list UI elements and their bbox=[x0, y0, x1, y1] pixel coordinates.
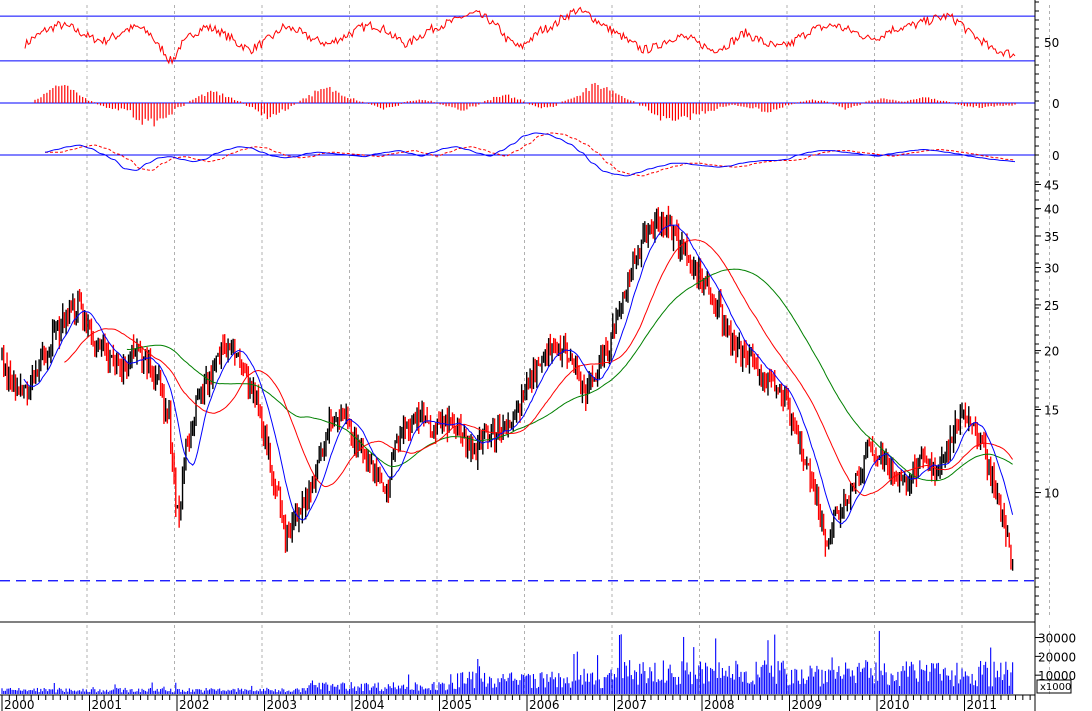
macd-histogram-panel: 0 bbox=[0, 82, 1060, 127]
price-panel: 10 15 20 25 30 35 40 45 bbox=[0, 179, 1059, 582]
histogram-tick-label: 0 bbox=[1052, 97, 1060, 111]
volume-unit-box bbox=[1036, 679, 1072, 694]
ma-long-line bbox=[126, 268, 1013, 482]
x-tick-label: 2007 bbox=[617, 698, 648, 711]
x-tick-label: 2005 bbox=[442, 698, 473, 711]
price-tick-label: 10 bbox=[1044, 487, 1059, 501]
volume-tick-label: 20000 bbox=[1038, 650, 1076, 664]
ma-short-line bbox=[23, 224, 1014, 525]
macd-tick-label: 0 bbox=[1052, 149, 1060, 163]
price-tick-label: 45 bbox=[1044, 179, 1059, 193]
x-tick-label: 2010 bbox=[879, 698, 910, 711]
macd-signal-line bbox=[45, 132, 1016, 177]
macd-line bbox=[44, 132, 1016, 177]
x-tick-label: 2002 bbox=[179, 698, 210, 711]
x-tick-label: 2003 bbox=[267, 698, 298, 711]
price-tick-label: 25 bbox=[1044, 299, 1059, 313]
x-tick-label: 2001 bbox=[92, 698, 123, 711]
ma-mid-line bbox=[64, 239, 1014, 497]
price-tick-label: 40 bbox=[1044, 203, 1059, 217]
x-tick-label: 2004 bbox=[354, 698, 385, 711]
price-tick-label: 30 bbox=[1044, 262, 1059, 276]
volume-tick-label: 30000 bbox=[1038, 632, 1076, 646]
x-tick-label: 2009 bbox=[792, 698, 823, 711]
price-tick-label: 20 bbox=[1044, 345, 1059, 359]
rsi-tick-label: 50 bbox=[1044, 36, 1059, 50]
x-tick-label: 2000 bbox=[4, 698, 35, 711]
rsi-panel: 50 bbox=[0, 6, 1059, 66]
volume-unit-label: x1000 bbox=[1040, 682, 1071, 693]
axes: 2000 2001 2002 2003 2004 2005 2006 2007 2008 2009… bbox=[0, 0, 1039, 711]
x-tick-label: 2011 bbox=[967, 698, 998, 711]
rsi-line bbox=[24, 6, 1016, 66]
macd-panel: 0 bbox=[0, 132, 1060, 177]
x-tick-label: 2008 bbox=[704, 698, 735, 711]
price-tick-label: 35 bbox=[1044, 230, 1059, 244]
price-tick-label: 15 bbox=[1044, 404, 1059, 418]
x-tick-label: 2006 bbox=[529, 698, 560, 711]
